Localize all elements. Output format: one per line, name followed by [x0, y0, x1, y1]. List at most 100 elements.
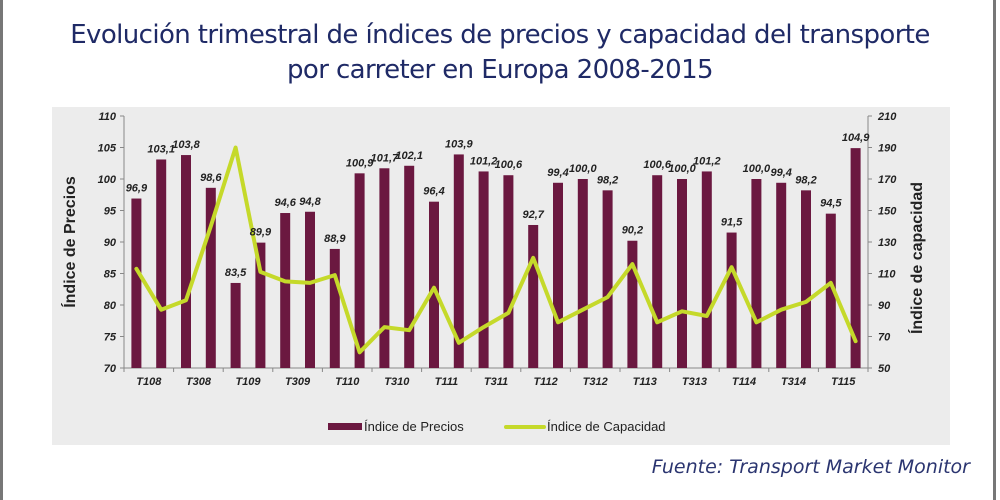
- bar: [131, 198, 142, 368]
- y-left-tick-label: 85: [104, 269, 117, 281]
- y-right-tick-label: 210: [877, 111, 897, 123]
- bar: [181, 155, 191, 368]
- bar: [255, 242, 266, 368]
- x-tick-label: T109: [235, 376, 261, 388]
- bar: [825, 213, 836, 368]
- bar-data-label: 89,9: [250, 227, 272, 239]
- x-tick-label: T312: [583, 376, 608, 388]
- bar: [478, 171, 489, 368]
- frame-right-border: [993, 0, 996, 500]
- bar-data-label: 91,5: [721, 217, 743, 229]
- y-right-tick-label: 130: [878, 237, 897, 249]
- y-left-tick-label: 105: [98, 143, 117, 155]
- bar-data-label: 100,0: [668, 163, 696, 175]
- y-left-tick-label: 110: [98, 111, 116, 123]
- y-left-tick-label: 75: [104, 332, 117, 344]
- chart-title: Evolución trimestral de índices de preci…: [0, 18, 1000, 88]
- bar-data-label: 98,6: [200, 172, 222, 184]
- bar-data-label: 98,2: [597, 174, 618, 186]
- bar-data-label: 94,6: [274, 197, 296, 209]
- bar: [329, 248, 340, 368]
- bar: [528, 224, 539, 368]
- bar: [503, 175, 514, 368]
- y-right-tick-label: 50: [878, 363, 891, 375]
- bar: [677, 179, 687, 368]
- bar-data-label: 88,9: [324, 233, 346, 245]
- x-tick-label: T113: [633, 376, 657, 388]
- bar: [429, 201, 439, 368]
- capacity-line: [134, 145, 858, 355]
- y-left-tick-label: 80: [104, 300, 117, 312]
- y-left-tick-label: 70: [104, 363, 117, 375]
- x-tick-label: T114: [732, 376, 756, 388]
- bar: [652, 175, 663, 368]
- bar-data-label: 94,5: [820, 198, 842, 210]
- bar: [701, 171, 712, 368]
- bar: [230, 282, 241, 368]
- y-right-tick-label: 190: [878, 143, 897, 155]
- bar-data-label: 103,9: [445, 138, 473, 150]
- bar: [404, 165, 415, 368]
- bar-data-label: 83,5: [225, 267, 247, 279]
- x-tick-label: T112: [533, 376, 557, 388]
- title-line-2: por carreter en Europa 2008-2015: [287, 55, 714, 85]
- bar: [205, 187, 216, 368]
- bar: [453, 154, 464, 368]
- bar: [553, 182, 563, 368]
- bar-data-label: 101,2: [693, 155, 721, 167]
- bar-data-label: 103,8: [172, 139, 200, 151]
- bar: [801, 190, 811, 368]
- bar-data-label: 104,9: [842, 132, 870, 144]
- x-tick-label: T314: [781, 376, 806, 388]
- y-right-tick-label: 150: [878, 206, 897, 218]
- bar: [602, 190, 613, 368]
- title-line-1: Evolución trimestral de índices de preci…: [70, 20, 930, 50]
- x-tick-label: T111: [435, 376, 458, 388]
- bar: [726, 232, 737, 368]
- bar-data-label: 96,9: [126, 183, 148, 195]
- bar-data-label: 100,9: [346, 157, 374, 169]
- x-tick-label: T110: [335, 376, 360, 388]
- x-tick-label: T108: [136, 376, 162, 388]
- bar-data-label: 98,2: [795, 174, 816, 186]
- y-right-tick-label: 110: [878, 269, 896, 281]
- y-left-tick-label: 90: [104, 237, 117, 249]
- y-right-tick-label: 170: [878, 174, 897, 186]
- y-left-tick-label: 95: [104, 206, 117, 218]
- bar-data-label: 92,7: [522, 209, 544, 221]
- y-axis-left-title: Índice de Precios: [60, 176, 79, 308]
- bar: [379, 168, 390, 368]
- bar-data-label: 96,4: [423, 186, 444, 198]
- x-tick-label: T310: [384, 376, 410, 388]
- chart-panel: [52, 107, 950, 445]
- bar-data-label: 103,1: [147, 143, 175, 155]
- y-right-tick-label: 70: [878, 332, 891, 344]
- bar-data-label: 102,1: [395, 150, 423, 162]
- bar: [776, 182, 787, 368]
- bar: [627, 240, 638, 368]
- y-axis-right-title: Índice de capacidad: [907, 182, 926, 334]
- bar-data-label: 101,2: [470, 155, 498, 167]
- bar: [280, 213, 291, 368]
- bar-data-label: 100,0: [569, 163, 597, 175]
- bar-data-label: 101,7: [371, 152, 399, 164]
- y-right-tick-label: 90: [878, 300, 891, 312]
- y-left-tick-label: 100: [98, 174, 117, 186]
- bar: [354, 173, 365, 368]
- bar: [305, 211, 315, 368]
- x-tick-label: T309: [285, 376, 311, 388]
- source-note: Fuente: Transport Market Monitor: [651, 456, 970, 478]
- frame-left-border: [0, 0, 3, 500]
- x-tick-label: T308: [186, 376, 212, 388]
- bar-data-label: 100,6: [643, 159, 671, 171]
- bar: [577, 179, 588, 368]
- bar-data-label: 100,0: [743, 163, 771, 175]
- bar-data-label: 99,4: [547, 167, 568, 179]
- x-tick-label: T115: [831, 376, 856, 388]
- bar-data-label: 94,8: [299, 196, 321, 208]
- bar: [156, 159, 167, 368]
- x-tick-label: T311: [484, 376, 508, 388]
- bar: [751, 179, 762, 368]
- legend-label-precios: Índice de Precios: [364, 419, 464, 434]
- bar-data-label: 90,2: [622, 225, 643, 237]
